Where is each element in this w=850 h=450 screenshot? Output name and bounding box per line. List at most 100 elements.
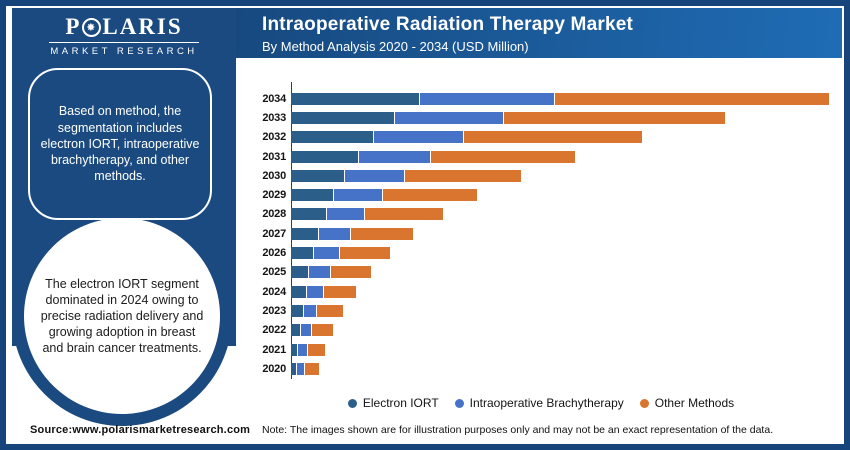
bar-segment-intraoperative-brachytherapy [345,169,405,182]
bar-segment-intraoperative-brachytherapy [395,111,505,124]
polaris-logo: P ✸ LARIS MARKET RESEARCH [12,14,236,57]
bar-stack [291,169,522,182]
logo-letters-laris: LARIS [102,14,183,39]
bar-segment-intraoperative-brachytherapy [296,362,305,375]
bar-segment-other-methods [365,208,444,221]
bar-segment-electron-iort [291,266,309,279]
logo-wordmark: P ✸ LARIS [65,14,182,40]
note-text: Note: The images shown are for illustrat… [262,424,774,436]
bar-segment-electron-iort [291,324,302,337]
logo-divider [49,42,199,43]
bar-stack [291,304,344,317]
legend-item-other-methods: Other Methods [639,396,735,410]
chart-panel: 2034 2033 2032 2031 2030 2029 2028 2027 2026 2025… [242,62,840,416]
legend-label: Electron IORT [362,396,439,410]
bar-segment-electron-iort [291,304,304,317]
bar-segment-other-methods [316,304,344,317]
bar-stack [291,92,830,105]
y-axis-label: 2021 [262,343,286,356]
chart-row: 2020 [242,359,840,378]
chart-rows: 2034 2033 2032 2031 2030 2029 2028 2027 2026 2025… [242,89,840,378]
bar-segment-electron-iort [291,362,297,375]
bar-segment-intraoperative-brachytherapy [319,227,351,240]
y-axis-label: 2027 [262,227,286,240]
y-axis-label: 2022 [262,324,286,337]
bar-segment-intraoperative-brachytherapy [307,285,325,298]
chart-row: 2032 [242,128,840,147]
bar-stack [291,324,335,337]
chart-row: 2027 [242,224,840,243]
bar-segment-electron-iort [291,189,335,202]
bar-segment-other-methods [350,227,414,240]
legend: Electron IORT Intraoperative Brachytherap… [242,396,840,410]
chart-row: 2025 [242,263,840,282]
bar-segment-other-methods [404,169,522,182]
bar-stack [291,131,644,144]
bar-stack [291,150,577,163]
chart-row: 2023 [242,301,840,320]
y-axis-label: 2033 [262,111,286,124]
bar-segment-intraoperative-brachytherapy [301,324,313,337]
bar-segment-electron-iort [291,285,308,298]
logo-letter-p: P [65,14,82,39]
bar-segment-intraoperative-brachytherapy [327,208,366,221]
y-axis-label: 2024 [262,285,286,298]
bar-stack [291,362,321,375]
legend-label: Other Methods [654,396,735,410]
bar-segment-electron-iort [291,150,359,163]
chart-row: 2028 [242,205,840,224]
bar-segment-electron-iort [291,208,328,221]
bar-segment-other-methods [312,324,335,337]
bar-segment-intraoperative-brachytherapy [308,266,331,279]
chart-row: 2021 [242,340,840,359]
y-axis-label: 2034 [262,92,286,105]
bar-stack [291,208,444,221]
chart-row: 2031 [242,147,840,166]
y-axis-label: 2028 [262,208,286,221]
bar-segment-intraoperative-brachytherapy [314,247,341,260]
chart-row: 2026 [242,243,840,262]
y-axis-label: 2029 [262,189,286,202]
bar-segment-intraoperative-brachytherapy [359,150,432,163]
bar-segment-other-methods [504,111,727,124]
bar-segment-intraoperative-brachytherapy [298,343,309,356]
legend-label: Intraoperative Brachytherapy [469,396,624,410]
legend-dot-intraoperative-brachytherapy-icon [454,398,464,408]
highlight-circle: The electron IORT segment dominated in 2… [24,218,220,414]
y-axis-label: 2025 [262,266,286,279]
y-axis-label: 2023 [262,304,286,317]
method-callout-text: Based on method, the segmentation includ… [40,104,200,184]
logo-tagline: MARKET RESEARCH [50,46,198,57]
bar-segment-electron-iort [291,227,320,240]
bar-segment-other-methods [304,362,321,375]
legend-item-electron-iort: Electron IORT [347,396,439,410]
header-band: Intraoperative Radiation Therapy Market … [236,8,842,58]
bar-segment-intraoperative-brachytherapy [303,304,317,317]
bar-stack [291,227,414,240]
legend-dot-other-methods-icon [639,398,649,408]
bar-segment-electron-iort [291,92,420,105]
legend-dot-electron-iort-icon [347,398,357,408]
bar-segment-electron-iort [291,247,315,260]
highlight-text: The electron IORT segment dominated in 2… [40,277,204,355]
chart-row: 2024 [242,282,840,301]
chart-row: 2030 [242,166,840,185]
plot-area: 2034 2033 2032 2031 2030 2029 2028 2027 2026 2025… [242,62,840,416]
bar-segment-electron-iort [291,343,298,356]
bar-segment-other-methods [340,247,392,260]
legend-item-intraoperative-brachytherapy: Intraoperative Brachytherapy [454,396,624,410]
chart-row: 2033 [242,108,840,127]
bar-segment-intraoperative-brachytherapy [419,92,555,105]
bar-segment-other-methods [554,92,830,105]
chart-row: 2022 [242,321,840,340]
source-text: Source:www.polarismarketresearch.com [30,424,251,436]
chart-row: 2034 [242,89,840,108]
bar-segment-other-methods [308,343,327,356]
chart-row: 2029 [242,185,840,204]
bar-segment-intraoperative-brachytherapy [374,131,465,144]
bar-stack [291,189,479,202]
bar-stack [291,343,327,356]
y-axis-label: 2020 [262,362,286,375]
bar-segment-intraoperative-brachytherapy [334,189,384,202]
